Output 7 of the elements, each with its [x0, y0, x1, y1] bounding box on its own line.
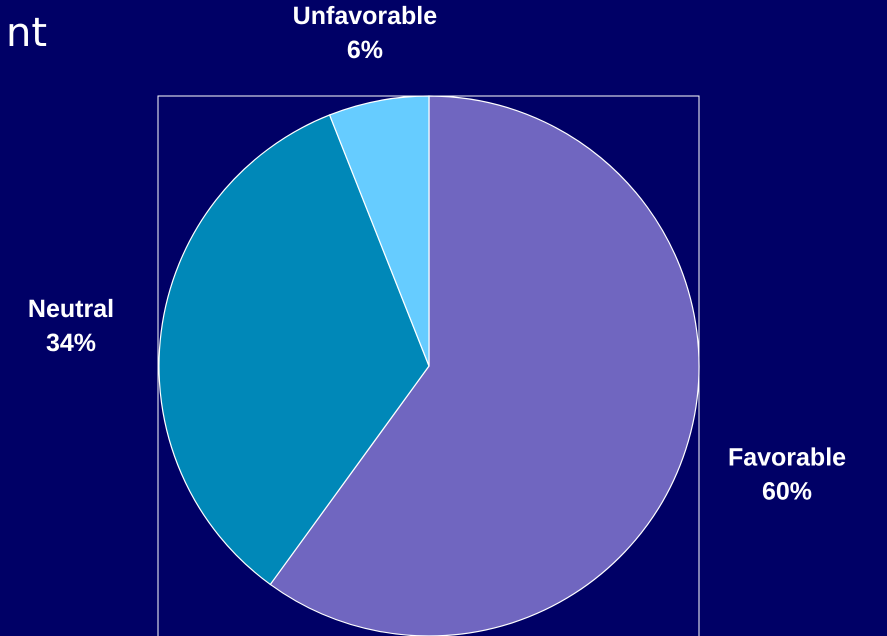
data-label: 60% [762, 478, 812, 506]
data-label: 34% [46, 329, 96, 358]
slice-label: Neutral [28, 295, 114, 324]
data-label: 6% [346, 36, 383, 64]
chart-title: nt [6, 10, 48, 56]
slice-label: Favorable [728, 444, 846, 472]
slice-label: Unfavorable [292, 2, 438, 30]
